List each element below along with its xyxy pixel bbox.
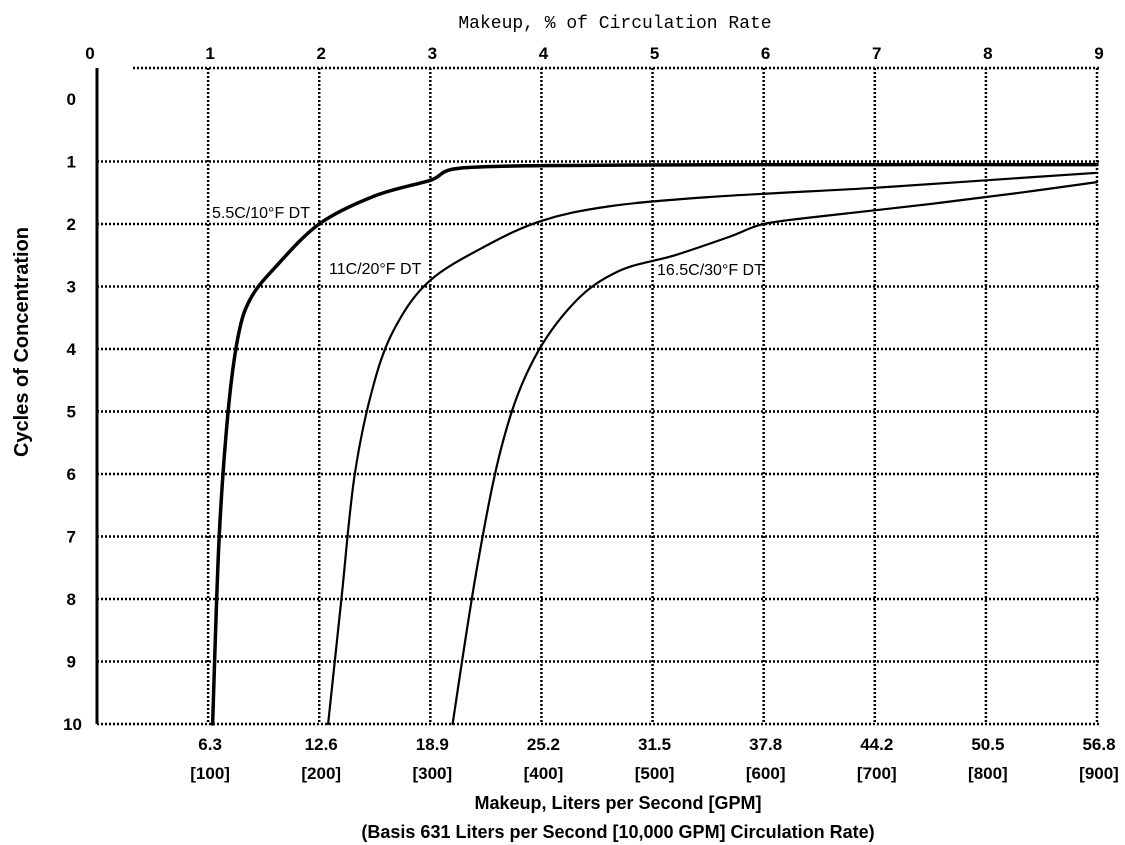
- series-label-3: 16.5C/30°F DT: [657, 262, 764, 279]
- y-tick-label: 0: [67, 90, 76, 109]
- top-tick-label: 6: [761, 44, 770, 63]
- y-tick-label: 5: [67, 403, 76, 422]
- y-tick-label: 6: [67, 465, 76, 484]
- bottom-tick-label-gpm: [100]: [190, 764, 230, 783]
- bottom-tick-label-gpm: [900]: [1079, 764, 1119, 783]
- series-label-1: 5.5C/10°F DT: [212, 205, 310, 222]
- bottom-tick-label-gpm: [200]: [301, 764, 341, 783]
- bottom-tick-label-gpm: [500]: [635, 764, 675, 783]
- bottom-tick-label-lps: 25.2: [527, 735, 560, 754]
- y-tick-label: 7: [67, 528, 76, 547]
- bottom-tick-label-gpm: [600]: [746, 764, 786, 783]
- y-tick-label: 1: [67, 153, 76, 172]
- y-tick-label: 10: [63, 715, 82, 734]
- bottom-tick-label-lps: 56.8: [1082, 735, 1115, 754]
- y-tick-label: 9: [67, 653, 76, 672]
- bottom-tick-label-gpm: [800]: [968, 764, 1008, 783]
- bottom-tick-label-lps: 31.5: [638, 735, 671, 754]
- top-tick-label: 1: [205, 44, 214, 63]
- y-tick-label: 4: [67, 340, 77, 359]
- top-tick-label: 5: [650, 44, 659, 63]
- y-axis-title: Cycles of Concentration: [11, 227, 33, 457]
- y-tick-label: 8: [67, 590, 76, 609]
- bottom-tick-label-lps: 6.3: [198, 735, 222, 754]
- y-tick-label: 2: [67, 215, 76, 234]
- series-line-1: [210, 162, 1099, 726]
- top-axis-title: Makeup, % of Circulation Rate: [458, 14, 771, 34]
- top-tick-label: 3: [428, 44, 437, 63]
- bottom-tick-label-lps: 18.9: [416, 735, 449, 754]
- series-line-2: [327, 171, 1099, 726]
- top-tick-label: 8: [983, 44, 992, 63]
- bottom-tick-label-lps: 44.2: [860, 735, 893, 754]
- bottom-tick-label-gpm: [300]: [412, 764, 452, 783]
- bottom-tick-label-lps: 12.6: [305, 735, 338, 754]
- bottom-tick-label-gpm: [700]: [857, 764, 897, 783]
- bottom-tick-label-lps: 37.8: [749, 735, 782, 754]
- x-axis-subtitle: (Basis 631 Liters per Second [10,000 GPM…: [361, 822, 874, 842]
- top-tick-label: 9: [1094, 44, 1103, 63]
- grid: [97, 66, 1100, 726]
- bottom-tick-label-gpm: [400]: [524, 764, 564, 783]
- y-tick-label: 3: [67, 278, 76, 297]
- x-axis-title: Makeup, Liters per Second [GPM]: [474, 793, 761, 813]
- series-label-2: 11C/20°F DT: [329, 261, 422, 278]
- labels: Makeup, % of Circulation Rate Cycles of …: [11, 14, 1119, 842]
- curves: [210, 162, 1099, 726]
- top-tick-label: 2: [316, 44, 325, 63]
- bottom-tick-label-lps: 50.5: [971, 735, 1004, 754]
- top-tick-label: 7: [872, 44, 881, 63]
- series-line-3: [451, 181, 1099, 726]
- top-tick-label: 4: [539, 44, 549, 63]
- top-tick-label: 0: [85, 44, 94, 63]
